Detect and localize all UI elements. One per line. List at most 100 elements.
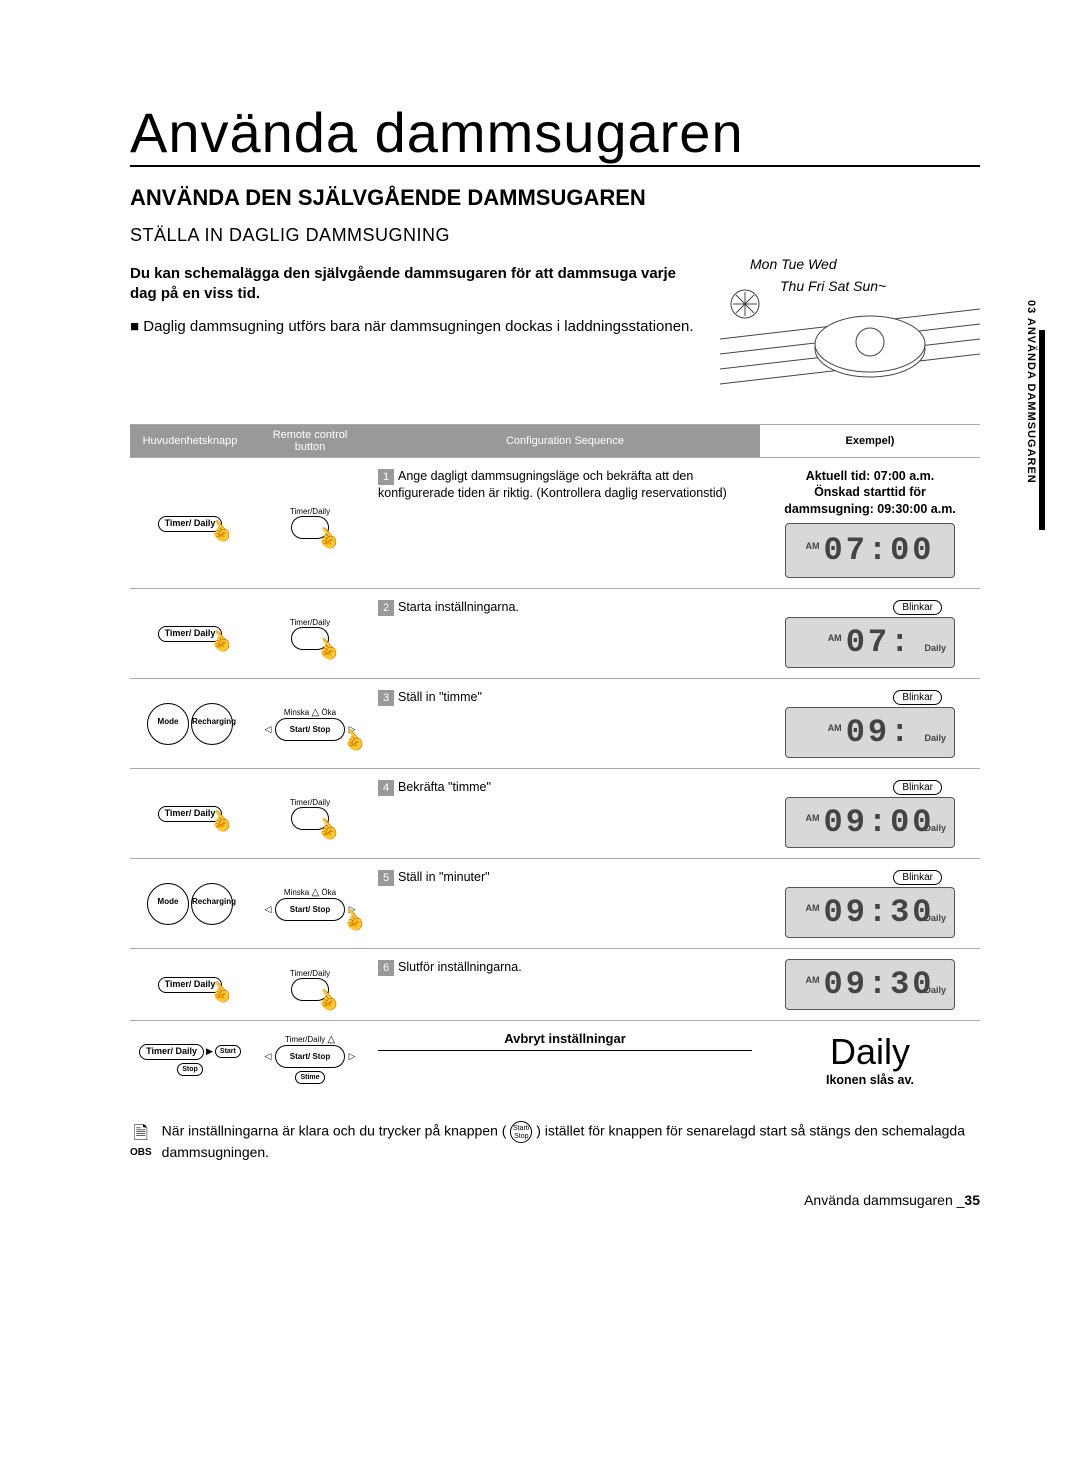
- remote-start-stop-button[interactable]: Start/ Stop: [275, 898, 345, 921]
- mode-button[interactable]: Mode: [147, 883, 189, 925]
- note-text: När inställningarna är klara och du tryc…: [162, 1121, 980, 1162]
- daily-tag: Daily: [924, 913, 946, 923]
- cell-remote-1: Timer/Daily ☝: [250, 458, 370, 589]
- step-number-6: 6: [378, 960, 394, 976]
- days-line-1: Mon Tue Wed: [750, 256, 837, 272]
- cell-remote-2: Timer/Daily ☝: [250, 589, 370, 679]
- th-remote: Remote control button: [250, 425, 370, 458]
- cell-ex-5: Blinkar AM09:30 Daily: [760, 859, 980, 949]
- am-label: AM: [828, 723, 842, 733]
- daily-tag: Daily: [924, 985, 946, 995]
- cell-seq-3: 3Ställ in "timme": [370, 679, 760, 769]
- daily-big-label: Daily: [768, 1031, 972, 1073]
- lcd-display-6: AM09:30 Daily: [785, 959, 955, 1010]
- cell-main-3: Mode Recharging: [130, 679, 250, 769]
- remote-start-stop-button[interactable]: Start/ Stop: [275, 718, 345, 741]
- lcd-display-3: AM09: Daily: [785, 707, 955, 758]
- cell-remote-5: Minska △ Öka ◁ Start/ Stop ▷ ☝: [250, 859, 370, 949]
- cell-ex-1: Aktuell tid: 07:00 a.m. Önskad starttid …: [760, 458, 980, 589]
- th-seq: Configuration Sequence: [370, 425, 760, 458]
- cell-ex-cancel: Daily Ikonen slås av.: [760, 1021, 980, 1098]
- cell-seq-cancel: Avbryt inställningar: [370, 1021, 760, 1098]
- intro-row: Du kan schemalägga den självgående damms…: [130, 264, 980, 394]
- step-number-2: 2: [378, 600, 394, 616]
- left-arrow-icon[interactable]: ◁: [265, 1051, 272, 1061]
- mode-button[interactable]: Mode: [147, 703, 189, 745]
- th-example: Exempel): [760, 425, 980, 458]
- lcd-time-4: 09:00: [823, 804, 934, 841]
- cell-ex-6: AM09:30 Daily: [760, 949, 980, 1021]
- note-icon-col: 🗎 OBS: [130, 1121, 152, 1162]
- lcd-display-1: AM07:00: [785, 523, 955, 579]
- recharging-button[interactable]: Recharging: [191, 703, 233, 745]
- cell-main-2: Timer/ Daily☝: [130, 589, 250, 679]
- daily-tag: Daily: [924, 823, 946, 833]
- cell-main-5: Mode Recharging: [130, 859, 250, 949]
- step-text-5: Ställ in "minuter": [398, 870, 490, 884]
- lcd-time-2: 07:: [846, 624, 913, 661]
- page-number: 35: [964, 1192, 980, 1208]
- left-arrow-icon[interactable]: ◁: [265, 904, 272, 914]
- play-icon: ▶: [206, 1046, 213, 1057]
- note-text-before: När inställningarna är klara och du tryc…: [162, 1123, 507, 1139]
- side-tab-label: 03 ANVÄNDA DAMMSUGAREN: [1025, 300, 1037, 484]
- step-text-4: Bekräfta "timme": [398, 780, 491, 794]
- obs-label: OBS: [130, 1146, 152, 1160]
- step-text-2: Starta inställningarna.: [398, 600, 519, 614]
- start-button[interactable]: Start: [215, 1045, 241, 1058]
- cell-main-4: Timer/ Daily☝: [130, 769, 250, 859]
- daily-tag: Daily: [924, 643, 946, 653]
- step-number-4: 4: [378, 780, 394, 796]
- cell-remote-cancel: Timer/Daily △ ◁ Start/ Stop ▷ Stime: [250, 1021, 370, 1098]
- blinkar-label: Blinkar: [893, 870, 942, 885]
- cell-main-6: Timer/ Daily☝: [130, 949, 250, 1021]
- step-text-3: Ställ in "timme": [398, 690, 482, 704]
- cell-seq-5: 5Ställ in "minuter": [370, 859, 760, 949]
- blinkar-label: Blinkar: [893, 600, 942, 615]
- step-text-1: Ange dagligt dammsugningsläge och bekräf…: [378, 469, 727, 500]
- cell-ex-2: Blinkar AM07: Daily: [760, 589, 980, 679]
- remote-start-stop-button[interactable]: Start/ Stop: [275, 1045, 345, 1068]
- left-arrow-icon[interactable]: ◁: [265, 724, 272, 734]
- cell-seq-4: 4 Bekräfta "timme": [370, 769, 760, 859]
- timer-daily-button[interactable]: Timer/ Daily: [139, 1044, 204, 1060]
- recharging-button[interactable]: Recharging: [191, 883, 233, 925]
- right-arrow-icon[interactable]: ▷: [349, 1051, 356, 1061]
- days-line-2: Thu Fri Sat Sun~: [780, 278, 886, 294]
- lcd-display-4: AM09:00 Daily: [785, 797, 955, 848]
- side-tab-bar: [1039, 330, 1045, 530]
- step-text-6: Slutför inställningarna.: [398, 960, 522, 974]
- ex-line-1: Aktuell tid: 07:00 a.m.: [768, 468, 972, 484]
- minska-label: Minska: [284, 708, 309, 717]
- cell-seq-1: 1Ange dagligt dammsugningsläge och bekrä…: [370, 458, 760, 589]
- intro-bold: Du kan schemalägga den självgående damms…: [130, 264, 700, 305]
- note-row: 🗎 OBS När inställningarna är klara och d…: [130, 1121, 980, 1162]
- cell-seq-6: 6 Slutför inställningarna.: [370, 949, 760, 1021]
- cell-main-1: Timer/ Daily☝: [130, 458, 250, 589]
- remote-label: Timer/Daily: [285, 1035, 325, 1044]
- side-tab: 03 ANVÄNDA DAMMSUGAREN: [1015, 290, 1045, 990]
- remote-label: Timer/Daily: [258, 798, 362, 807]
- minska-label: Minska: [284, 888, 309, 897]
- ex-line-2: Önskad starttid för: [768, 484, 972, 500]
- am-label: AM: [805, 541, 819, 551]
- cell-ex-4: Blinkar AM09:00 Daily: [760, 769, 980, 859]
- ex-line-3: dammsugning: 09:30:00 a.m.: [768, 501, 972, 517]
- sub-title: STÄLLA IN DAGLIG DAMMSUGNING: [130, 225, 980, 246]
- lcd-display-2: AM07: Daily: [785, 617, 955, 668]
- cell-remote-3: Minska △ Öka ◁ Start/ Stop ▷ ☝: [250, 679, 370, 769]
- section-title: ANVÄNDA DEN SJÄLVGÅENDE DAMMSUGAREN: [130, 185, 980, 211]
- lcd-display-5: AM09:30 Daily: [785, 887, 955, 938]
- step-number-1: 1: [378, 469, 394, 485]
- stop-button[interactable]: Stop: [177, 1063, 203, 1076]
- blinkar-label: Blinkar: [893, 780, 942, 795]
- page-footer: Använda dammsugaren _35: [130, 1192, 980, 1208]
- robot-illustration: Mon Tue Wed Thu Fri Sat Sun~: [720, 264, 980, 394]
- am-label: AM: [805, 975, 819, 985]
- oka-label: Öka: [321, 708, 336, 717]
- oka-label: Öka: [321, 888, 336, 897]
- cancel-header: Avbryt inställningar: [378, 1031, 752, 1051]
- cell-main-cancel: Timer/ Daily ▶ Start Stop: [130, 1021, 250, 1098]
- icon-off-label: Ikonen slås av.: [768, 1073, 972, 1087]
- stime-button[interactable]: Stime: [295, 1071, 324, 1084]
